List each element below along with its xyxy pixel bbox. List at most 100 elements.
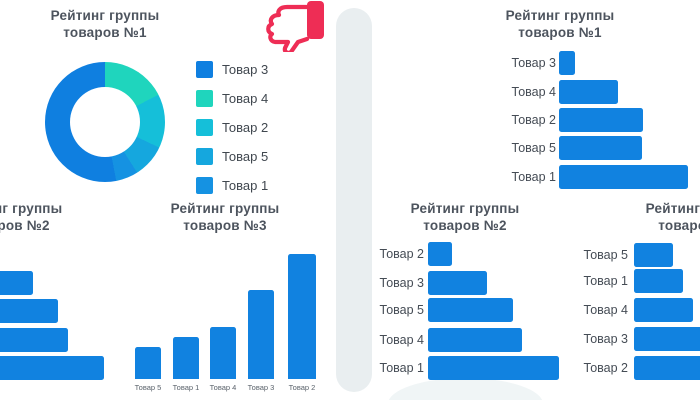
donut-legend: Товар 3 Товар 4 Товар 2 Товар 5 Товар 1 bbox=[196, 61, 268, 206]
bar-row: Товар 1 bbox=[350, 356, 559, 380]
bar-label: Товар 1 bbox=[511, 170, 556, 184]
chart-title-bad-1: Рейтинг группы товаров №1 bbox=[35, 7, 175, 41]
legend-item: Товар 4 bbox=[196, 90, 268, 107]
bar-label: Товар 3 bbox=[511, 56, 556, 70]
bar-label: Товар 5 bbox=[583, 248, 628, 262]
bar-row: Товар 4 bbox=[350, 328, 522, 352]
legend-swatch bbox=[196, 148, 213, 165]
title-line: товаров №2 bbox=[423, 218, 507, 233]
bar-label: Товар 5 bbox=[379, 303, 424, 317]
bar-row: Товар 2 bbox=[350, 242, 452, 266]
bar-row: Товар 4 bbox=[480, 80, 618, 104]
bar bbox=[428, 328, 522, 352]
bar bbox=[559, 80, 618, 104]
chart-title-bad-3: Рейтинг группы товаров №3 bbox=[155, 200, 295, 234]
legend-item-label: Товар 4 bbox=[222, 91, 269, 106]
bar bbox=[428, 356, 559, 380]
bar bbox=[634, 327, 700, 351]
background-blob bbox=[388, 378, 543, 400]
bar-row bbox=[0, 328, 68, 352]
title-line: товаров №1 bbox=[63, 25, 147, 40]
bar-row: Товар 5 bbox=[480, 136, 642, 160]
bar-row bbox=[0, 356, 104, 380]
bar-label: Товар 1 bbox=[583, 274, 628, 288]
bar-row: Товар 3 bbox=[560, 327, 700, 351]
chart-title-good-3: Рейтинг группы товаров №3 bbox=[630, 200, 700, 234]
title-line: Рейтинг группы bbox=[645, 201, 700, 216]
bar-row: Товар 3 bbox=[480, 51, 575, 75]
bar-row bbox=[0, 271, 33, 295]
legend-swatch bbox=[196, 90, 213, 107]
legend-item: Товар 1 bbox=[196, 177, 268, 194]
bar-label: Товар 2 bbox=[511, 113, 556, 127]
bar-row: Товар 1 bbox=[480, 165, 688, 189]
legend-item: Товар 2 bbox=[196, 119, 268, 136]
bar-row: Товар 2 bbox=[480, 108, 643, 132]
bar-label: Товар 5 bbox=[511, 141, 556, 155]
panel-divider bbox=[336, 8, 372, 392]
bar-label: Товар 4 bbox=[379, 333, 424, 347]
bar-label: Товар 3 bbox=[247, 383, 275, 392]
bar-row: Товар 4 bbox=[560, 298, 693, 322]
title-line: Рейтинг группы bbox=[0, 201, 63, 216]
bar-label: Товар 4 bbox=[511, 85, 556, 99]
bar-label: Товар 3 bbox=[379, 276, 424, 290]
chart-title-bad-2: Рейтинг группы товаров №2 bbox=[0, 200, 78, 234]
title-line: товаров №1 bbox=[518, 25, 602, 40]
bar bbox=[248, 290, 274, 379]
chart-title-good-1: Рейтинг группы товаров №1 bbox=[490, 7, 630, 41]
bar bbox=[0, 356, 104, 380]
bar bbox=[0, 328, 68, 352]
legend-swatch bbox=[196, 61, 213, 78]
bar bbox=[428, 298, 513, 322]
title-line: Рейтинг группы bbox=[505, 8, 615, 23]
bar-label: Товар 2 bbox=[379, 247, 424, 261]
bar-row bbox=[0, 299, 58, 323]
legend-item: Товар 3 bbox=[196, 61, 268, 78]
bar-row: Товар 5 bbox=[350, 298, 513, 322]
legend-item-label: Товар 3 bbox=[222, 62, 269, 77]
bar-label: Товар 2 bbox=[583, 361, 628, 375]
bar-label: Товар 4 bbox=[209, 383, 237, 392]
title-line: товаров №3 bbox=[183, 218, 267, 233]
bar bbox=[135, 347, 161, 379]
bar bbox=[210, 327, 236, 379]
bar-label: Товар 4 bbox=[583, 303, 628, 317]
bar bbox=[428, 271, 487, 295]
legend-swatch bbox=[196, 119, 213, 136]
bar bbox=[634, 356, 700, 380]
legend-item: Товар 5 bbox=[196, 148, 268, 165]
bar bbox=[634, 298, 693, 322]
bar bbox=[288, 254, 316, 379]
bar-label: Товар 1 bbox=[172, 383, 200, 392]
bar bbox=[0, 271, 33, 295]
bar bbox=[559, 136, 642, 160]
bar-row: Товар 3 bbox=[350, 271, 487, 295]
chart-title-good-2: Рейтинг группы товаров №2 bbox=[395, 200, 535, 234]
title-line: товаров №2 bbox=[0, 218, 50, 233]
legend-swatch bbox=[196, 177, 213, 194]
bar bbox=[428, 242, 452, 266]
bar-label: Товар 3 bbox=[583, 332, 628, 346]
bar-row: Товар 2 bbox=[560, 356, 700, 380]
bar-label: Товар 2 bbox=[288, 383, 316, 392]
title-line: Рейтинг группы bbox=[410, 201, 520, 216]
bar-row: Товар 1 bbox=[560, 269, 683, 293]
title-line: Рейтинг группы bbox=[170, 201, 280, 216]
bar-row: Товар 5 bbox=[560, 243, 673, 267]
title-line: товаров №3 bbox=[658, 218, 700, 233]
title-line: Рейтинг группы bbox=[50, 8, 160, 23]
bar bbox=[634, 269, 683, 293]
bar-label: Товар 5 bbox=[134, 383, 162, 392]
donut-hole bbox=[70, 87, 140, 157]
bar-label: Товар 1 bbox=[379, 361, 424, 375]
bar bbox=[559, 165, 688, 189]
legend-item-label: Товар 2 bbox=[222, 120, 269, 135]
bar bbox=[0, 299, 58, 323]
bar bbox=[559, 51, 575, 75]
bar bbox=[559, 108, 643, 132]
legend-item-label: Товар 1 bbox=[222, 178, 269, 193]
thumbs-down-icon bbox=[266, 1, 324, 52]
bar bbox=[173, 337, 199, 379]
